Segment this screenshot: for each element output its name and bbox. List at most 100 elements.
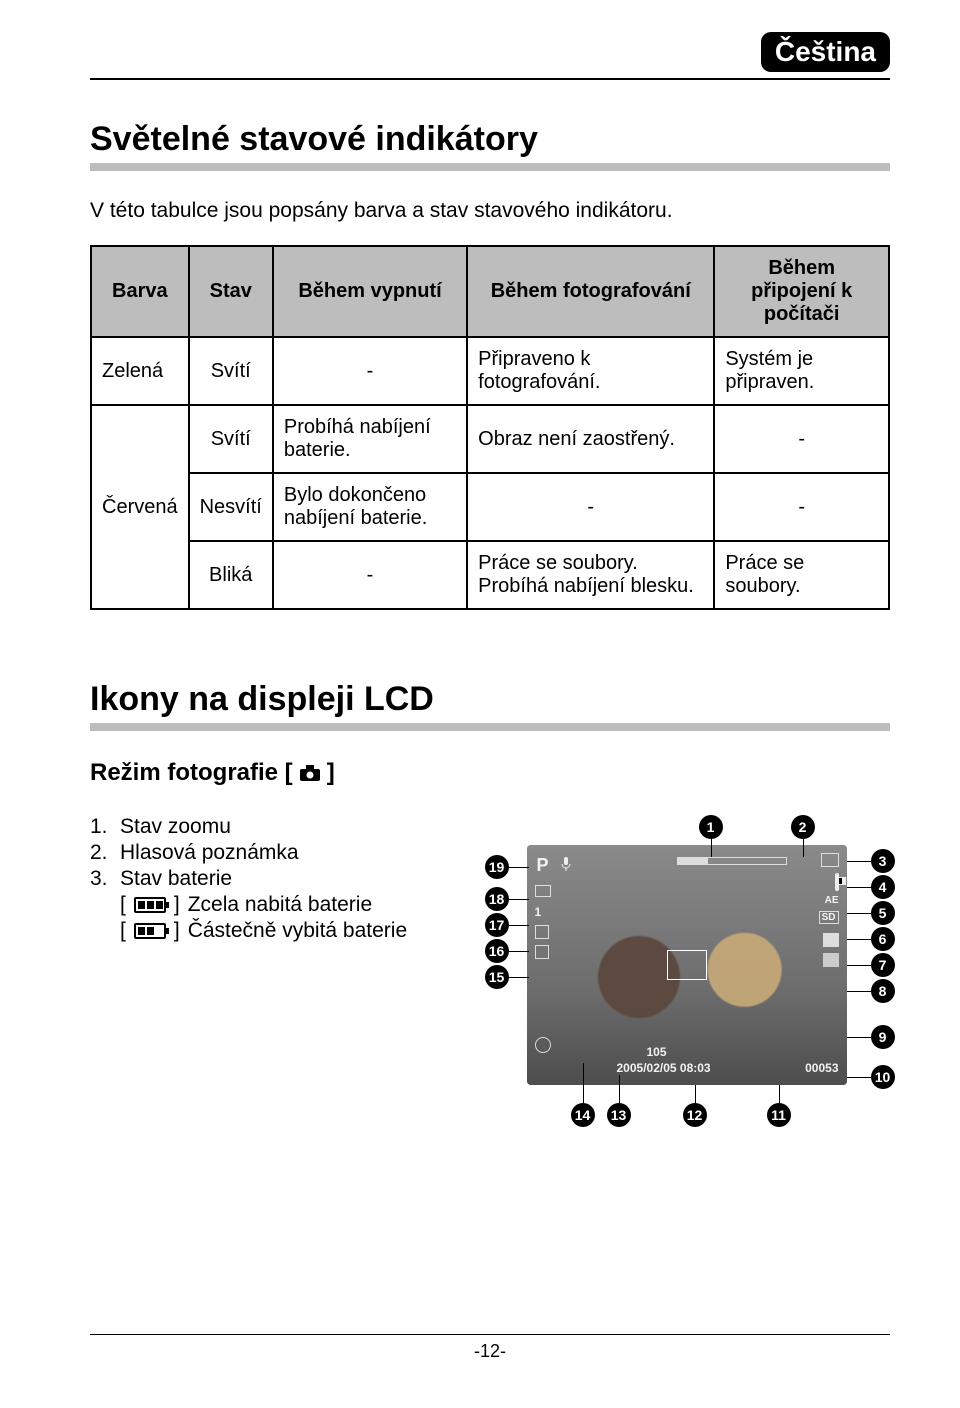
table-row: Nesvítí Bylo dokončeno nabíjení baterie.… [91,473,889,541]
callout-lead [619,1075,620,1103]
header-rule [90,78,890,80]
cell-state: Nesvítí [189,473,273,541]
cell-color: Zelená [91,337,189,405]
lcd-size-icon [823,953,839,967]
callout-lead [509,899,529,900]
status-table: Barva Stav Během vypnutí Během fotografo… [90,245,890,610]
list-text: Stav baterie [120,867,232,891]
battery-full-label: Zcela nabitá baterie [188,893,372,917]
bracket: [ [120,893,126,917]
callout-11: 11 [767,1103,791,1127]
cell-off: Bylo dokončeno nabíjení baterie. [273,473,467,541]
callout-3: 3 [871,849,895,873]
lcd-diagram: P AE SD 1 105 2005/02 [467,815,891,1135]
table-row: Zelená Svítí - Připraveno k fotografován… [91,337,889,405]
callout-4: 4 [871,875,895,899]
title-underline [90,163,890,171]
lcd-value: 105 [647,1045,667,1059]
lcd-battery-icon [835,875,839,889]
lcd-screen: P AE SD 1 105 2005/02 [527,845,847,1085]
callout-lead [847,861,871,862]
cell-photo: Obraz není zaostřený. [467,405,714,473]
list-num: 1. [90,815,120,839]
cell-off: Probíhá nabíjení baterie. [273,405,467,473]
battery-full-row: [ ] Zcela nabitá baterie [120,893,437,917]
callout-14: 14 [571,1103,595,1127]
callout-lead [847,1037,871,1038]
th-state: Stav [189,246,273,337]
section-title-indicators: Světelné stavové indikátory [90,120,890,159]
list-num: 3. [90,867,120,891]
table-row: Červená Svítí Probíhá nabíjení baterie. … [91,405,889,473]
battery-partial-row: [ ] Částečně vybitá baterie [120,919,437,943]
subtitle-mode: Režim fotografie [ ] [90,759,890,787]
title-underline [90,723,890,731]
bracket: ] [174,893,180,917]
callout-10: 10 [871,1065,895,1089]
intro-text: V této tabulce jsou popsány barva a stav… [90,199,890,223]
callout-lead [695,1085,696,1103]
bracket: [ [120,919,126,943]
callout-2: 2 [791,815,815,839]
callout-lead [847,991,871,992]
callout-lead [847,1077,871,1078]
cell-off: - [273,337,467,405]
callout-8: 8 [871,979,895,1003]
cell-pc: - [714,473,889,541]
callout-18: 18 [485,887,509,911]
callout-lead [509,977,529,978]
cell-off: - [273,541,467,609]
callout-7: 7 [871,953,895,977]
callout-lead [847,913,871,914]
callout-17: 17 [485,913,509,937]
lcd-selftimer-icon [535,1037,551,1053]
lcd-focus-frame [667,950,707,980]
callout-lead [779,1085,780,1103]
callout-lead [509,867,529,868]
callout-lead [847,887,871,888]
battery-partial-icon [134,923,166,939]
callout-lead [509,951,529,952]
callout-lead [711,837,712,857]
callout-16: 16 [485,939,509,963]
th-off: Během vypnutí [273,246,467,337]
subtitle-suffix: ] [327,759,335,787]
lcd-wb-icon [535,945,549,959]
lcd-flash-icon [821,853,839,867]
callout-lead [847,965,871,966]
callout-lead [509,925,529,926]
callout-lead [803,837,804,857]
lcd-mic-icon [561,857,571,874]
cell-state: Bliká [189,541,273,609]
callout-6: 6 [871,927,895,951]
list-text: Stav zoomu [120,815,231,839]
lcd-zoom-bar [677,857,787,865]
cell-pc: Práce se soubory. [714,541,889,609]
legend-list: 1.Stav zoomu 2.Hlasová poznámka 3.Stav b… [90,815,437,945]
page-footer: -12- [90,1334,890,1362]
lcd-quality-icon [823,933,839,947]
callout-lead [583,1063,584,1103]
callout-13: 13 [607,1103,631,1127]
cell-pc: - [714,405,889,473]
lcd-sd-icon: SD [819,911,839,924]
callout-lead [847,939,871,940]
bracket: ] [174,919,180,943]
callout-12: 12 [683,1103,707,1127]
list-text: Hlasová poznámka [120,841,299,865]
th-photo: Během fotografování [467,246,714,337]
lcd-ae-indicator: AE [825,895,839,906]
cell-color: Červená [91,405,189,609]
callout-1: 1 [699,815,723,839]
battery-full-icon [134,897,166,913]
cell-state: Svítí [189,405,273,473]
battery-partial-label: Částečně vybitá baterie [188,919,407,943]
cell-photo: - [467,473,714,541]
page-number: -12- [474,1341,506,1361]
th-color: Barva [91,246,189,337]
lcd-counter: 00053 [805,1061,838,1075]
camera-icon [299,764,321,782]
subtitle-prefix: Režim fotografie [ [90,759,293,787]
callout-19: 19 [485,855,509,879]
section-title-lcd: Ikony na displeji LCD [90,680,890,719]
